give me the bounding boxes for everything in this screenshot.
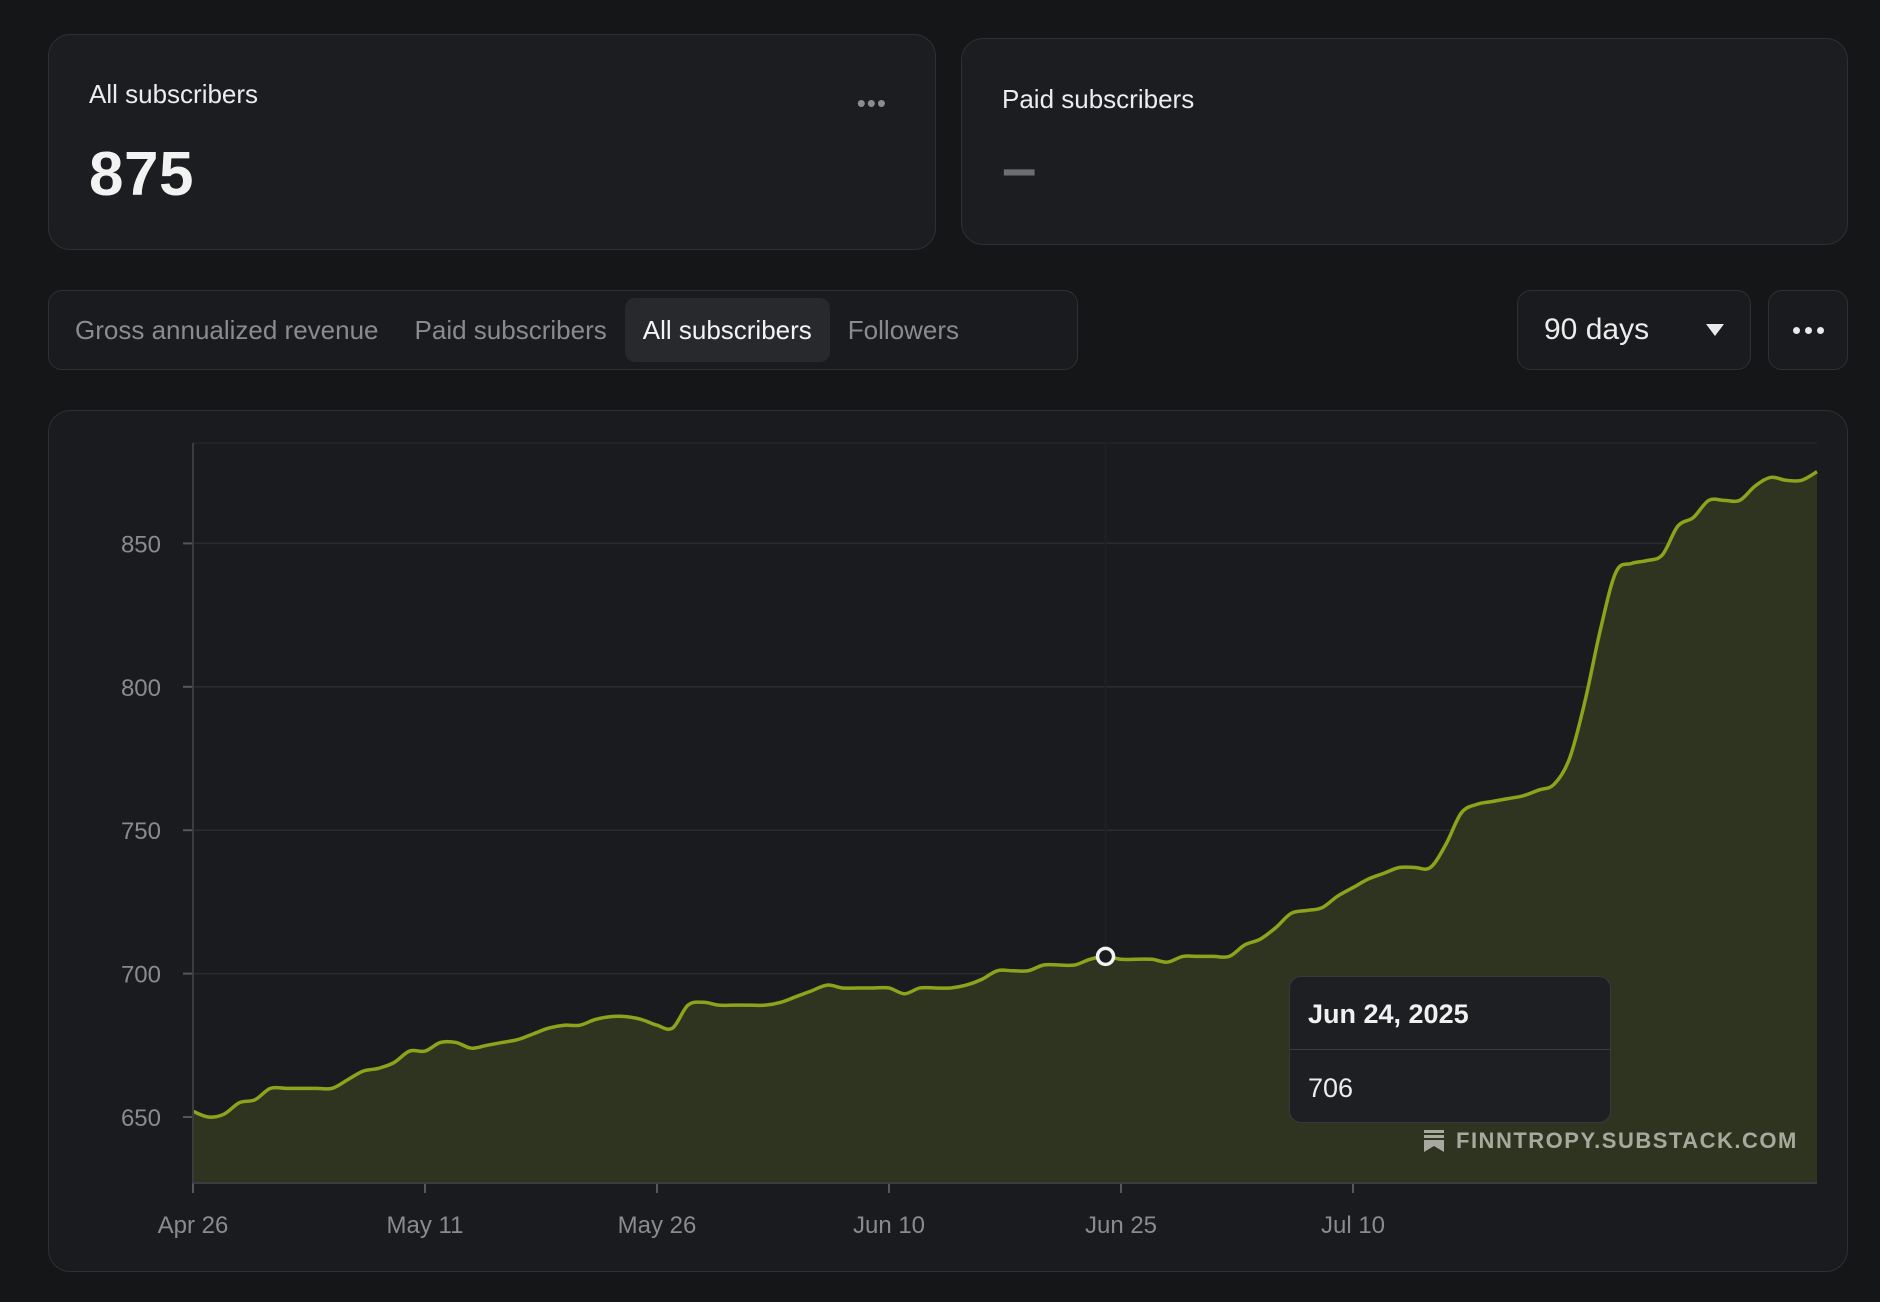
all-subscribers-card-title: All subscribers xyxy=(89,79,259,109)
tooltip-value: 706 xyxy=(1308,1073,1354,1103)
chart-series-line xyxy=(192,470,1818,1119)
x-tick-label: Jul 10 xyxy=(1321,1212,1385,1239)
tab-gross-annualized-revenue[interactable]: Gross annualized revenue xyxy=(75,314,379,345)
highlight-point xyxy=(1095,946,1116,967)
x-tick-label: Jun 10 xyxy=(853,1212,925,1239)
watermark-text: FINNTROPY.SUBSTACK.COM xyxy=(1456,1128,1798,1153)
x-tick-label: May 11 xyxy=(387,1212,464,1239)
date-range-value: 90 days xyxy=(1544,313,1650,346)
y-tick-label: 750 xyxy=(121,818,161,845)
ellipsis-icon xyxy=(1792,326,1800,334)
y-tick-label: 700 xyxy=(121,962,161,989)
card-menu-ellipsis-icon[interactable]: ••• xyxy=(856,88,887,118)
y-tick-label: 800 xyxy=(121,675,161,702)
x-tick-label: Jun 25 xyxy=(1085,1212,1157,1239)
tooltip-date: Jun 24, 2025 xyxy=(1308,999,1469,1029)
tab-paid-subscribers[interactable]: Paid subscribers xyxy=(414,314,607,345)
tooltip-divider xyxy=(1290,1049,1610,1050)
ellipsis-icon-dot xyxy=(1804,326,1812,334)
tab-followers[interactable]: Followers xyxy=(847,314,960,345)
all-subscribers-card: All subscribers ••• 875 xyxy=(48,34,936,250)
more-options-button[interactable] xyxy=(1768,290,1848,370)
all-subscribers-count: 875 xyxy=(89,140,194,209)
bookmark-icon xyxy=(1424,1130,1444,1152)
paid-subscribers-card-title: Paid subscribers xyxy=(1002,84,1195,114)
paid-subscribers-count: – xyxy=(1002,134,1037,203)
metric-tabs: Gross annualized revenue Paid subscriber… xyxy=(48,290,1078,370)
watermark: FINNTROPY.SUBSTACK.COM xyxy=(1424,1128,1798,1154)
y-tick-label: 650 xyxy=(121,1105,161,1132)
ellipsis-icon-dot xyxy=(1816,326,1824,334)
chart-tooltip: Jun 24, 2025 706 xyxy=(1289,976,1611,1123)
caret-down-icon xyxy=(1706,324,1724,336)
tab-all-subscribers[interactable]: All subscribers xyxy=(624,298,830,362)
paid-subscribers-card: Paid subscribers – xyxy=(961,38,1848,245)
x-tick-label: Apr 26 xyxy=(158,1212,229,1239)
y-tick-label: 850 xyxy=(121,531,161,558)
x-tick-label: May 26 xyxy=(618,1212,697,1239)
date-range-select[interactable]: 90 days xyxy=(1517,290,1751,370)
